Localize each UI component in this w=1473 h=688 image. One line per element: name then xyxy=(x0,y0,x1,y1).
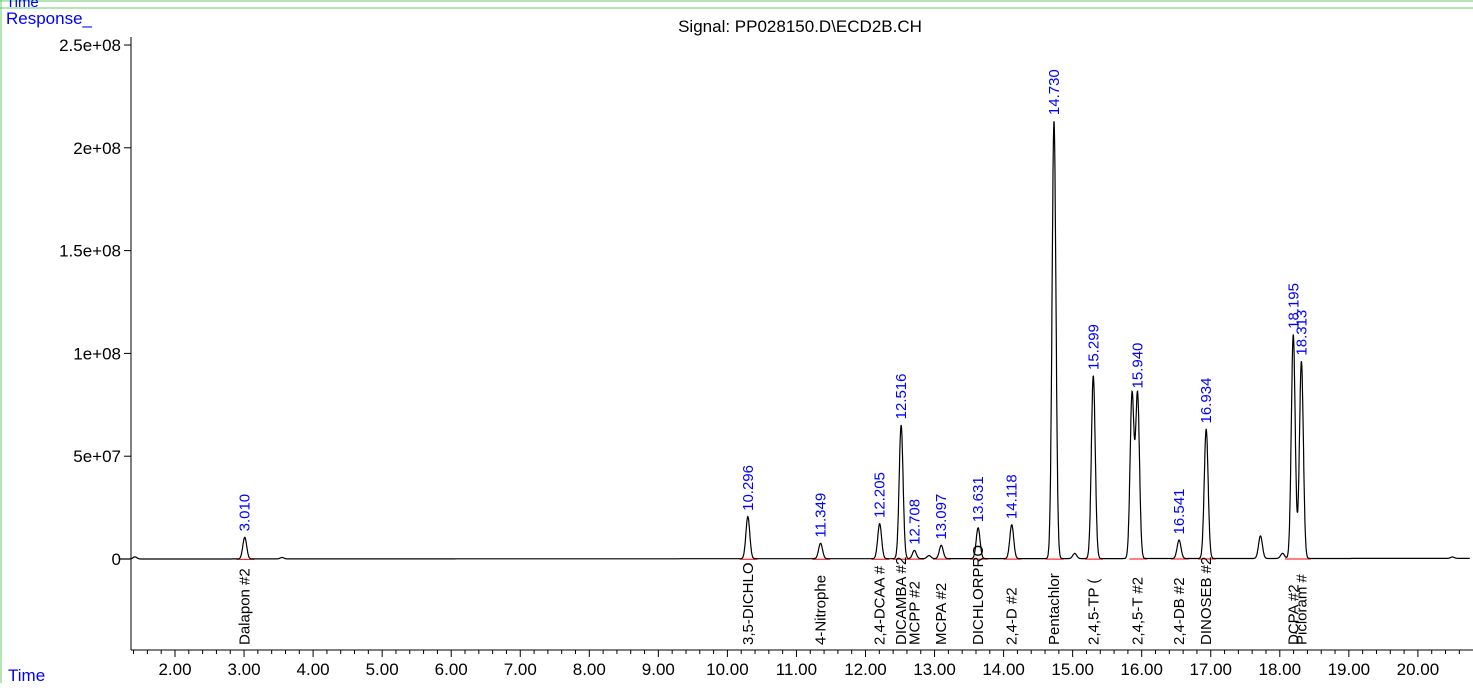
x-tick-label: 16.00 xyxy=(1120,660,1163,679)
x-tick-label: 4.00 xyxy=(297,660,330,679)
x-tick-label: 20.00 xyxy=(1397,660,1440,679)
y-tick-label: 0 xyxy=(112,550,121,569)
x-tick-label: 11.00 xyxy=(776,660,817,679)
y-tick-label: 1e+08 xyxy=(73,344,121,363)
peak-compound-label: Pentachlor xyxy=(1046,573,1063,645)
time-axis-title: Time xyxy=(8,666,45,683)
peak-rt-label: 14.730 xyxy=(1046,69,1063,115)
x-tick-label: 13.00 xyxy=(913,660,956,679)
peak-rt-label: 11.349 xyxy=(813,493,830,538)
y-tick-label: 2e+08 xyxy=(73,139,121,158)
peak-rt-label: 14.118 xyxy=(1004,474,1021,519)
peak-compound-label: Dalapon #2 xyxy=(237,568,254,645)
signal-trace xyxy=(120,122,1470,559)
x-tick-label: 9.00 xyxy=(642,660,675,679)
x-tick-label: 8.00 xyxy=(573,660,606,679)
peak-rt-label: 12.708 xyxy=(906,499,923,545)
x-tick-label: 12.00 xyxy=(844,660,887,679)
peak-rt-label: 13.631 xyxy=(970,476,987,522)
peak-rt-label: 16.934 xyxy=(1198,378,1215,424)
peak-retention-labels: 3.010 10.296 11.349 12.205 12.516 12.708 13.09… xyxy=(237,69,1311,545)
peak-rt-label: 16.541 xyxy=(1171,489,1188,535)
peak-rt-label: 3.010 xyxy=(237,494,254,532)
x-axis-ticks: 2.00 3.00 4.00 5.00 6.00 7.00 8.00 9.00 10.00 11.… xyxy=(134,650,1460,679)
x-tick-label: 17.00 xyxy=(1189,660,1232,679)
y-tick-label: 5e+07 xyxy=(73,447,121,466)
x-tick-label: 6.00 xyxy=(435,660,468,679)
peak-compound-label: Picloram # xyxy=(1293,573,1310,645)
x-tick-label: 3.00 xyxy=(228,660,261,679)
x-tick-label: 15.00 xyxy=(1051,660,1094,679)
peak-compound-label: MCPP #2 xyxy=(906,581,923,645)
x-tick-label: 5.00 xyxy=(366,660,399,679)
x-tick-label: 19.00 xyxy=(1328,660,1371,679)
peak-rt-label: 12.205 xyxy=(872,472,889,518)
peak-compound-label: 2,4,5-TP ( xyxy=(1085,579,1102,645)
peak-rt-label: 15.940 xyxy=(1130,343,1147,389)
peak-compound-label: 4-Nitrophe xyxy=(813,575,830,645)
response-axis-title: Response_ xyxy=(6,9,93,28)
peak-compound-label: 2,4-DCAA # xyxy=(872,565,889,645)
peak-compound-label: DICHLORPRO xyxy=(970,545,987,645)
peak-compound-label: 3,5-DICHLO xyxy=(740,562,757,645)
y-tick-label: 2.5e+08 xyxy=(59,36,121,55)
peak-rt-label: 15.299 xyxy=(1085,324,1102,370)
x-tick-label: 2.00 xyxy=(158,660,191,679)
peak-compound-label: DINOSEB #2 xyxy=(1198,557,1215,645)
peak-compound-label: 2,4-D #2 xyxy=(1004,587,1021,645)
peak-compound-label: 2,4-DB #2 xyxy=(1171,577,1188,645)
peak-rt-label: 10.296 xyxy=(740,465,757,511)
signal-title: Signal: PP028150.D\ECD2B.CH xyxy=(678,17,922,36)
peak-compound-label: 2,4,5-T #2 xyxy=(1130,577,1147,645)
compound-name-labels: Dalapon #2 3,5-DICHLO 4-Nitrophe 2,4-DCAA #… xyxy=(237,545,1311,645)
peak-rt-label: 12.516 xyxy=(893,374,910,420)
x-tick-label: 7.00 xyxy=(504,660,537,679)
x-tick-label: 18.00 xyxy=(1259,660,1302,679)
peak-rt-label: 18.313 xyxy=(1293,310,1310,356)
x-tick-label: 14.00 xyxy=(982,660,1025,679)
peak-rt-label: 13.097 xyxy=(933,494,950,540)
peak-compound-label: MCPA #2 xyxy=(933,583,950,645)
x-tick-label: 10.00 xyxy=(706,660,749,679)
y-tick-label: 1.5e+08 xyxy=(59,242,121,261)
y-axis-ticks: 0 5e+07 1e+08 1.5e+08 2e+08 2.5e+08 xyxy=(59,36,131,569)
